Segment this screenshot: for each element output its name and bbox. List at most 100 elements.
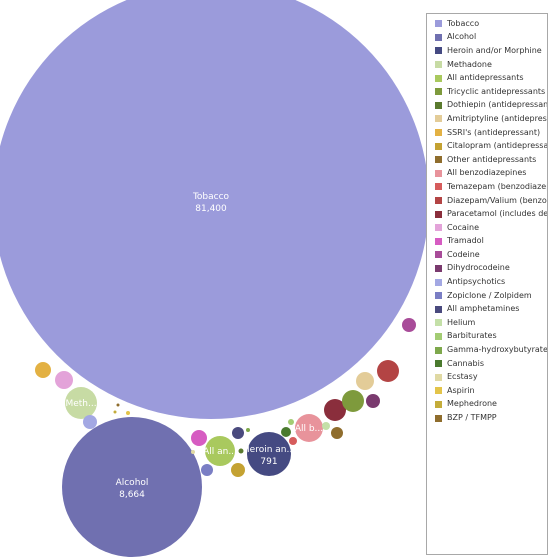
bubble-label-methadone: Meth... xyxy=(65,399,96,409)
legend-swatch xyxy=(435,278,442,286)
bubble-paracetamol-includes-dextropropoxyphene[interactable] xyxy=(324,399,346,421)
bubble-bzp-tfmpp[interactable] xyxy=(116,403,120,407)
bubble-gamma-hydroxybutyrate-ghb[interactable] xyxy=(246,428,250,432)
legend-swatch xyxy=(435,319,442,327)
legend-swatch xyxy=(435,292,442,300)
legend-item-heroin-and-or-morphine[interactable]: Heroin and/or Morphine xyxy=(427,44,547,58)
legend-item-all-amphetamines[interactable]: All amphetamines xyxy=(427,302,547,316)
legend-item-cannabis[interactable]: Cannabis xyxy=(427,357,547,371)
legend-item-bzp-tfmpp[interactable]: BZP / TFMPP xyxy=(427,411,547,425)
legend-swatch xyxy=(435,142,442,150)
bubble-codeine[interactable] xyxy=(402,318,416,332)
legend-item-dothiepin-antidepressant[interactable]: Dothiepin (antidepressant) xyxy=(427,99,547,113)
bubble-label-heroin-and-or-morphine: Heroin an... xyxy=(243,445,295,455)
legend-item-dihydrocodeine[interactable]: Dihydrocodeine xyxy=(427,262,547,276)
legend-swatch xyxy=(435,183,442,191)
legend-item-helium[interactable]: Helium xyxy=(427,316,547,330)
bubble-other-antidepressants[interactable] xyxy=(331,427,343,439)
legend-item-all-antidepressants[interactable]: All antidepressants xyxy=(427,71,547,85)
legend-swatch xyxy=(435,156,442,164)
legend-label: Temazepam (benzodiazepine) xyxy=(447,181,547,191)
legend-item-paracetamol-includes-dextropr[interactable]: Paracetamol (includes dextropr xyxy=(427,207,547,221)
legend-swatch xyxy=(435,169,442,177)
legend-label: All amphetamines xyxy=(447,304,520,314)
bubble-tobacco[interactable] xyxy=(0,0,426,419)
legend-item-diazepam-valium-benzodiazepi[interactable]: Diazepam/Valium (benzodiazepi xyxy=(427,194,547,208)
legend-item-alcohol[interactable]: Alcohol xyxy=(427,31,547,45)
legend-label: All antidepressants xyxy=(447,73,524,83)
bubble-value-heroin-and-or-morphine: 791 xyxy=(260,457,277,467)
legend-item-citalopram-antidepressant[interactable]: Citalopram (antidepressant) xyxy=(427,139,547,153)
legend-swatch xyxy=(435,332,442,340)
bubble-cannabis[interactable] xyxy=(281,427,291,437)
bubble-tricyclic-antidepressants[interactable] xyxy=(342,390,364,412)
legend-swatch xyxy=(435,346,442,354)
legend-item-all-benzodiazepines[interactable]: All benzodiazepines xyxy=(427,167,547,181)
legend-swatch xyxy=(435,47,442,55)
bubble-ecstasy[interactable] xyxy=(191,450,195,454)
legend-item-tramadol[interactable]: Tramadol xyxy=(427,235,547,249)
bubble-amitriptyline-antidepressant[interactable] xyxy=(356,372,374,390)
legend-label: Cannabis xyxy=(447,358,484,368)
bubble-methadone[interactable] xyxy=(65,387,97,419)
legend-item-tricyclic-antidepressants[interactable]: Tricyclic antidepressants xyxy=(427,85,547,99)
bubble-zopiclone-zolpidem[interactable] xyxy=(201,464,213,476)
legend-swatch xyxy=(435,20,442,28)
legend-item-zopiclone-zolpidem[interactable]: Zopiclone / Zolpidem xyxy=(427,289,547,303)
legend-item-codeine[interactable]: Codeine xyxy=(427,248,547,262)
legend-swatch xyxy=(435,61,442,69)
legend-swatch xyxy=(435,414,442,422)
legend-label: Citalopram (antidepressant) xyxy=(447,141,548,151)
bubble-tramadol[interactable] xyxy=(191,430,207,446)
legend-item-tobacco[interactable]: Tobacco xyxy=(427,17,547,31)
legend-label: Aspirin xyxy=(447,385,475,395)
legend-label: Helium xyxy=(447,317,476,327)
legend-item-other-antidepressants[interactable]: Other antidepressants xyxy=(427,153,547,167)
bubble-barbiturates[interactable] xyxy=(288,419,294,425)
legend-swatch xyxy=(435,237,442,245)
bubble-all-benzodiazepines[interactable] xyxy=(295,414,323,442)
legend-item-barbiturates[interactable]: Barbiturates xyxy=(427,330,547,344)
legend-label: Diazepam/Valium (benzodiazepi xyxy=(447,195,547,205)
bubble-chart: Tobacco 81,400 Alcohol 8,664 Heroin an... 791… xyxy=(0,0,426,557)
bubble-all-amphetamines[interactable] xyxy=(232,427,244,439)
legend-item-temazepam-benzodiazepine[interactable]: Temazepam (benzodiazepine) xyxy=(427,180,547,194)
legend-swatch xyxy=(435,264,442,272)
legend-item-gamma-hydroxybutyrate-ghb[interactable]: Gamma-hydroxybutyrate (GHB xyxy=(427,343,547,357)
bubble-all-antidepressants[interactable] xyxy=(205,436,235,466)
bubble-cocaine[interactable] xyxy=(55,371,73,389)
legend-label: Gamma-hydroxybutyrate (GHB xyxy=(447,345,548,355)
bubble-antipsychotics[interactable] xyxy=(83,415,97,429)
bubble-citalopram-antidepressant[interactable] xyxy=(231,463,245,477)
legend-swatch xyxy=(435,210,442,218)
bubble-temazepam-benzodiazepine[interactable] xyxy=(289,437,297,445)
legend-label: Other antidepressants xyxy=(447,154,537,164)
legend-label: Tramadol xyxy=(447,236,484,246)
legend-label: Dihydrocodeine xyxy=(447,263,510,273)
legend-label: Cocaine xyxy=(447,222,479,232)
bubble-dothiepin-antidepressant[interactable] xyxy=(238,448,244,454)
legend-label: Codeine xyxy=(447,249,480,259)
legend-item-cocaine[interactable]: Cocaine xyxy=(427,221,547,235)
bubble-ssri-s-antidepressant[interactable] xyxy=(35,362,51,378)
legend-swatch xyxy=(435,115,442,123)
bubble-alcohol[interactable] xyxy=(62,417,202,557)
legend-swatch xyxy=(435,305,442,313)
legend-item-antipsychotics[interactable]: Antipsychotics xyxy=(427,275,547,289)
bubble-mephedrone[interactable] xyxy=(113,410,117,414)
bubble-helium[interactable] xyxy=(322,422,330,430)
legend-swatch xyxy=(435,224,442,232)
bubble-aspirin[interactable] xyxy=(126,411,130,415)
bubble-diazepam-valium-benzodiazepine[interactable] xyxy=(377,360,399,382)
legend-item-ecstasy[interactable]: Ecstasy xyxy=(427,370,547,384)
legend-swatch xyxy=(435,101,442,109)
legend-item-aspirin[interactable]: Aspirin xyxy=(427,384,547,398)
legend-item-ssri-s-antidepressant[interactable]: SSRI's (antidepressant) xyxy=(427,126,547,140)
bubble-label-tobacco: Tobacco xyxy=(192,192,230,202)
legend-item-mephedrone[interactable]: Mephedrone xyxy=(427,398,547,412)
bubble-dihydrocodeine[interactable] xyxy=(366,394,380,408)
legend-swatch xyxy=(435,88,442,96)
bubble-heroin-and-or-morphine[interactable] xyxy=(247,432,291,476)
legend-item-methadone[interactable]: Methadone xyxy=(427,58,547,72)
legend-item-amitriptyline-antidepressant[interactable]: Amitriptyline (antidepressant) xyxy=(427,112,547,126)
